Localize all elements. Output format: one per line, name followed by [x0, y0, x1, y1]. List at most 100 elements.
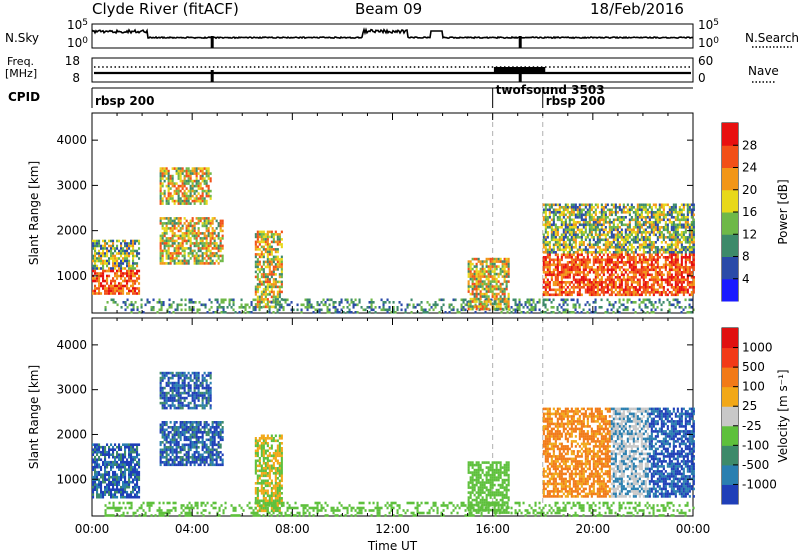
echo-cell — [370, 303, 373, 307]
echo-cell — [134, 443, 137, 446]
echo-cell — [340, 298, 343, 302]
echo-cell — [134, 287, 137, 290]
echo-cell — [652, 281, 655, 284]
echo-cell — [177, 254, 180, 258]
echo-cell — [189, 169, 192, 173]
echo-cell — [582, 248, 585, 252]
echo-cell — [588, 293, 591, 297]
echo-cell — [690, 228, 693, 232]
echo-cell — [666, 218, 669, 222]
echo-cell — [318, 311, 321, 314]
echo-cell — [159, 259, 162, 263]
echo-cell — [542, 278, 545, 282]
echo-cell — [98, 495, 101, 499]
echo-cell — [475, 270, 478, 273]
echo-cell — [209, 257, 212, 260]
echo-cell — [100, 252, 103, 255]
echo-cell — [676, 266, 679, 269]
echo-cell — [150, 308, 153, 312]
echo-cell — [191, 229, 194, 233]
echo-cell — [616, 238, 619, 242]
echo-cell — [558, 241, 561, 244]
echo-cell — [582, 286, 585, 289]
echo-cell — [200, 303, 203, 307]
echo-cell — [582, 243, 585, 247]
echo-cell — [580, 238, 583, 242]
echo-cell — [116, 463, 119, 466]
echo-cell — [205, 234, 208, 238]
echo-cell — [179, 184, 182, 188]
power-colorbar-swatch-0 — [722, 278, 738, 302]
echo-cell — [161, 239, 164, 243]
echo-cell — [205, 199, 208, 203]
echo-cell — [654, 281, 657, 284]
echo-cell — [626, 241, 629, 244]
echo-cell — [610, 228, 613, 232]
echo-cell — [106, 453, 109, 456]
echo-cell — [106, 470, 109, 474]
echo-cell — [660, 293, 663, 297]
echo-cell — [215, 244, 218, 248]
echo-cell — [163, 172, 166, 175]
echo-cell — [110, 483, 113, 486]
echo-cell — [638, 288, 641, 292]
echo-cell — [165, 428, 168, 432]
echo-cell — [221, 259, 224, 263]
echo-cell — [193, 197, 196, 200]
echo-cell — [159, 197, 162, 200]
echo-cell — [588, 223, 591, 227]
echo-cell — [191, 242, 194, 245]
echo-cell — [203, 182, 206, 185]
echo-cell — [656, 271, 659, 274]
echo-cell — [208, 308, 211, 312]
echo-cell — [272, 298, 275, 302]
echo-cell — [570, 311, 573, 314]
echo-cell — [94, 488, 97, 491]
echo-cell — [632, 251, 635, 254]
echo-cell — [552, 311, 555, 314]
echo-cell — [626, 238, 629, 242]
echo-cell — [556, 226, 559, 229]
echo-cell — [638, 253, 641, 257]
echo-cell — [136, 473, 139, 476]
echo-cell — [678, 268, 681, 272]
echo-cell — [128, 242, 131, 245]
echo-cell — [668, 233, 671, 237]
echo-cell — [196, 311, 199, 314]
echo-cell — [159, 172, 162, 175]
echo-cell — [189, 252, 192, 255]
echo-cell — [179, 448, 182, 452]
echo-cell — [610, 221, 613, 224]
echo-cell — [566, 263, 569, 267]
echo-cell — [554, 288, 557, 292]
echo-cell — [185, 234, 188, 238]
echo-cell — [618, 241, 621, 244]
echo-cell — [674, 243, 677, 247]
echo-cell — [674, 283, 677, 287]
echo-cell — [128, 460, 131, 464]
echo-cell — [165, 242, 168, 245]
echo-cell — [190, 301, 193, 304]
echo-cell — [258, 285, 261, 289]
echo-cell — [688, 268, 691, 272]
echo-cell — [493, 295, 496, 298]
echo-cell — [258, 230, 261, 234]
echo-cell — [254, 290, 257, 294]
echo-cell — [276, 260, 279, 264]
echo-cell — [199, 232, 202, 235]
echo-cell — [666, 226, 669, 229]
echo-cell — [169, 443, 172, 447]
echo-cell — [497, 272, 500, 276]
echo-cell — [576, 311, 579, 314]
echo-cell — [280, 230, 283, 234]
echo-cell — [112, 450, 115, 454]
echo-cell — [658, 218, 661, 222]
echo-cell — [100, 488, 103, 491]
echo-cell — [126, 279, 129, 283]
echo-cell — [554, 273, 557, 277]
echo-cell — [120, 495, 123, 499]
echo-cell — [177, 199, 180, 203]
echo-cell — [620, 293, 623, 297]
echo-cell — [132, 458, 135, 461]
echo-cell — [179, 438, 182, 442]
